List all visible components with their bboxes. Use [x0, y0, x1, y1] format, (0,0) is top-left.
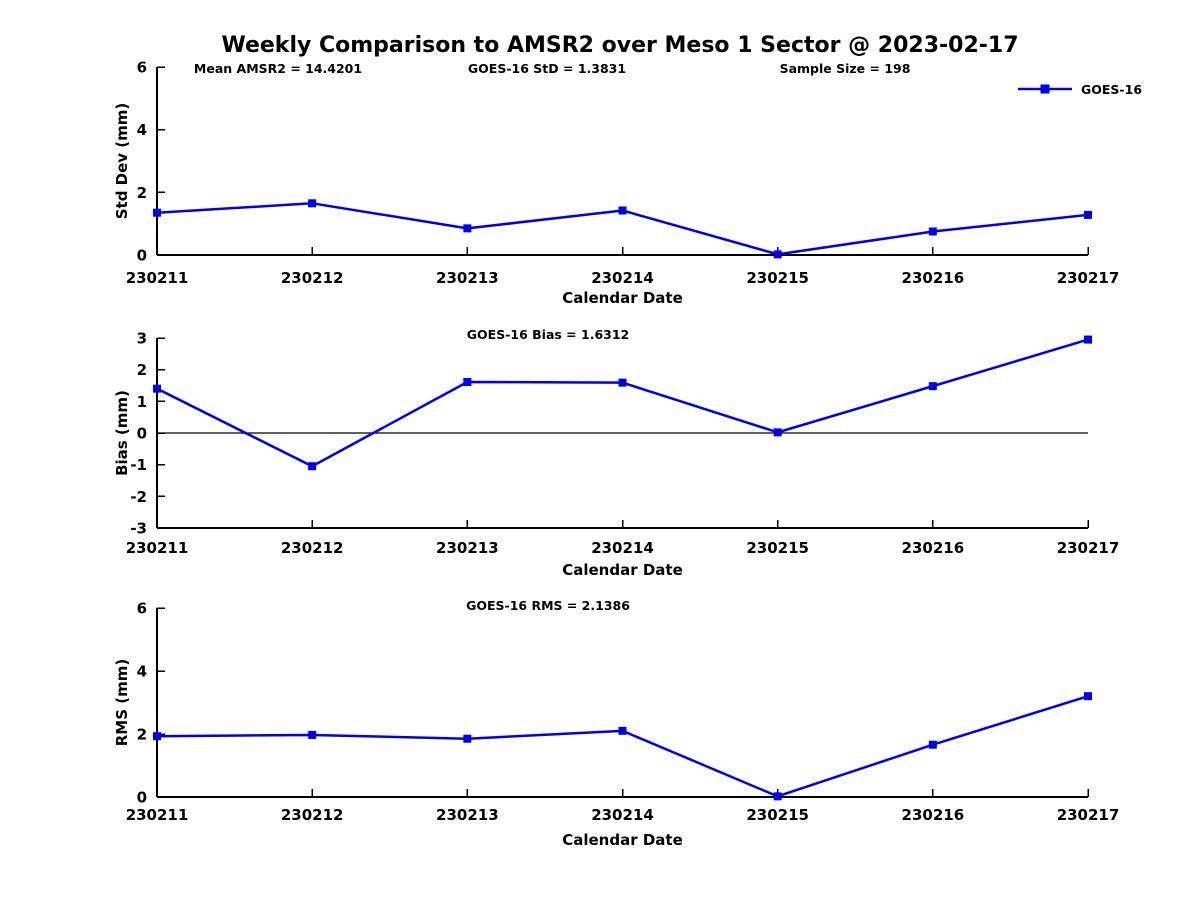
data-point-marker [463, 734, 472, 743]
y-tick-label: 2 [137, 361, 147, 379]
y-tick-label: 2 [137, 184, 147, 202]
legend-marker [1040, 84, 1050, 94]
data-point-marker [773, 792, 782, 801]
legend: GOES-16 [1018, 82, 1142, 97]
data-point-marker [928, 382, 937, 391]
x-tick-label: 230213 [436, 269, 499, 287]
data-point-marker [1084, 335, 1092, 344]
data-point-marker [618, 726, 627, 735]
y-tick-label: -2 [130, 488, 147, 506]
x-tick-label: 230216 [902, 539, 965, 557]
y-tick-label: -1 [130, 456, 147, 474]
data-point-marker [308, 730, 317, 739]
y-axis-label: RMS (mm) [113, 659, 131, 746]
x-tick-label: 230213 [436, 539, 499, 557]
y-tick-label: 6 [137, 59, 147, 77]
x-tick-label: 230216 [902, 269, 965, 287]
stat-annotation: Sample Size = 198 [780, 61, 911, 76]
y-tick-label: 6 [137, 600, 147, 618]
data-point-marker [773, 250, 782, 259]
data-point-marker [928, 740, 937, 749]
data-point-marker [1084, 210, 1092, 219]
subplot-title: GOES-16 RMS = 2.1386 [466, 598, 630, 613]
legend-label: GOES-16 [1081, 82, 1142, 97]
data-point-marker [1084, 692, 1092, 701]
x-tick-label: 230216 [902, 806, 965, 824]
x-tick-label: 230211 [126, 269, 189, 287]
x-tick-label: 230215 [746, 806, 809, 824]
data-line [156, 338, 1089, 468]
x-tick-label: 230214 [591, 539, 654, 557]
x-tick-label: 230213 [436, 806, 499, 824]
data-point-marker [308, 462, 317, 471]
y-tick-label: 0 [137, 789, 147, 807]
x-tick-label: 230217 [1057, 269, 1120, 287]
subplot-std-dev: 0 2 4 6 230211 230212 230213 230214 230215 230216… [113, 59, 1119, 308]
figure-title: Weekly Comparison to AMSR2 over Meso 1 S… [221, 33, 1018, 58]
x-tick-label: 230215 [746, 539, 809, 557]
data-point-marker [773, 428, 782, 437]
data-point-marker [618, 206, 627, 215]
data-point-marker [308, 199, 317, 208]
y-axis-label: Std Dev (mm) [113, 103, 131, 220]
x-axis-label: Calendar Date [562, 289, 683, 307]
x-tick-label: 230217 [1057, 539, 1120, 557]
x-tick-label: 230212 [281, 539, 344, 557]
x-axis-label: Calendar Date [562, 831, 683, 849]
y-tick-label: 3 [137, 330, 147, 348]
y-tick-label: 4 [137, 121, 147, 139]
stat-annotation: Mean AMSR2 = 14.4201 [194, 61, 362, 76]
x-tick-label: 230214 [591, 806, 654, 824]
stat-annotation: GOES-16 StD = 1.3831 [468, 61, 626, 76]
x-tick-label: 230212 [281, 269, 344, 287]
data-point-marker [153, 732, 161, 741]
data-point-marker [463, 378, 472, 387]
y-tick-label: 0 [137, 247, 147, 265]
subplot-rms: 0 2 4 6 230211 230212 230213 230214 230215 230216… [113, 598, 1119, 849]
x-tick-label: 230214 [591, 269, 654, 287]
x-tick-label: 230211 [126, 806, 189, 824]
x-tick-label: 230215 [746, 269, 809, 287]
data-point-marker [618, 378, 627, 387]
x-tick-label: 230211 [126, 539, 189, 557]
data-point-marker [153, 384, 161, 393]
data-line [156, 695, 1089, 798]
data-point-marker [463, 224, 472, 233]
data-point-marker [153, 208, 161, 217]
y-tick-label: -3 [130, 520, 147, 538]
y-axis-label: Bias (mm) [113, 390, 131, 476]
y-tick-label: 1 [137, 393, 147, 411]
x-axis-label: Calendar Date [562, 561, 683, 579]
data-point-marker [928, 227, 937, 236]
x-tick-label: 230217 [1057, 806, 1120, 824]
y-tick-label: 0 [137, 425, 147, 443]
y-tick-label: 2 [137, 726, 147, 744]
x-tick-label: 230212 [281, 806, 344, 824]
y-tick-label: 4 [137, 663, 147, 681]
subplot-title: GOES-16 Bias = 1.6312 [467, 327, 629, 342]
